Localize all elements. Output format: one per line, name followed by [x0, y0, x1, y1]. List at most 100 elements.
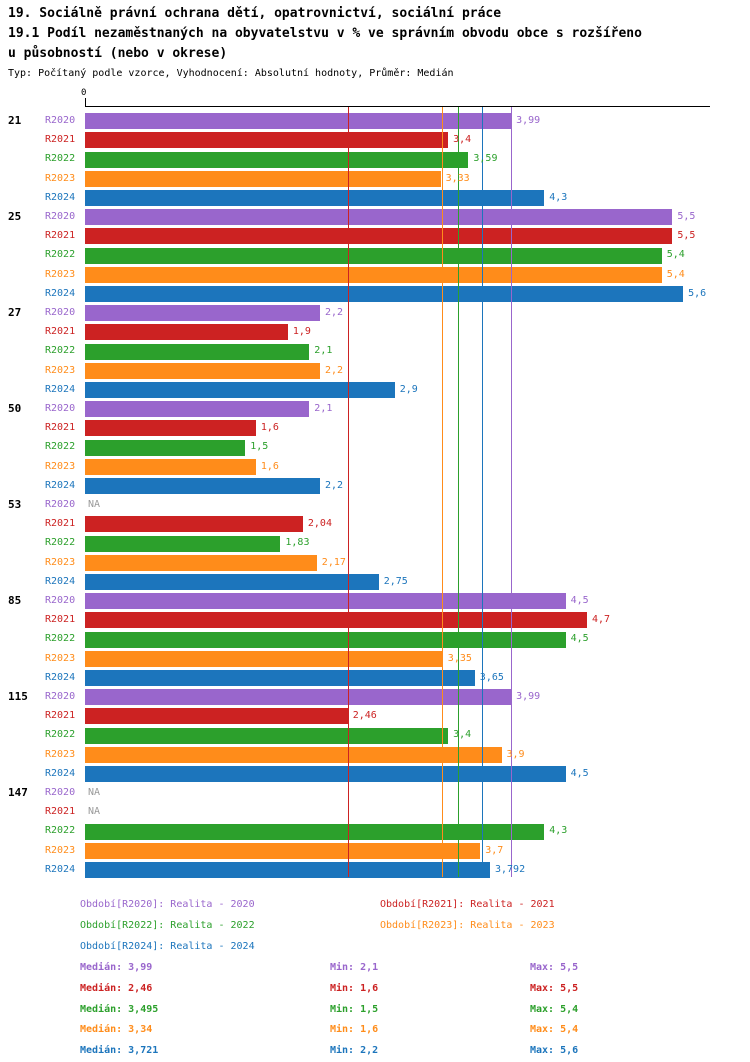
group-label: 27: [8, 306, 22, 319]
bar-value-label: 4,5: [570, 767, 589, 779]
bar-R2022: [85, 151, 469, 168]
series-row-label: R2020: [45, 595, 76, 606]
bar-value-label: 3,65: [479, 671, 504, 683]
series-row-label: R2022: [45, 153, 76, 165]
bar-R2022: [85, 247, 662, 264]
series-row-label: R2020: [45, 115, 76, 126]
series-row-label: R2022: [45, 441, 76, 453]
stat-median-R2023: Medián: 3,34: [80, 1024, 153, 1035]
series-row-label: R2020: [45, 307, 76, 318]
bar-R2021: [85, 132, 449, 149]
series-row-label: R2024: [45, 383, 76, 395]
series-row-label: R2024: [45, 191, 76, 203]
stat-median-R2024: Medián: 3,721: [80, 1045, 159, 1056]
group-label: 50: [8, 402, 22, 415]
page-title: 19. Sociálně právní ochrana dětí, opatro…: [8, 6, 502, 21]
series-row-label: R2024: [45, 287, 76, 299]
bar-value-label: 4,3: [549, 191, 568, 203]
series-row-label: R2020: [45, 499, 76, 510]
chart-subtitle: Typ: Počítaný podle vzorce, Vyhodnocení:…: [8, 68, 454, 79]
bar-R2024: [85, 670, 475, 686]
bar-R2024: [85, 574, 379, 590]
bar-R2020: [85, 401, 310, 418]
stat-min-R2021: Min: 1,6: [330, 983, 379, 994]
series-row-label: R2021: [45, 806, 76, 818]
bar-value-label: 2,2: [325, 307, 344, 318]
series-row-label: R2024: [45, 767, 76, 779]
legend-item-R2024: Období[R2024]: Realita - 2024: [80, 941, 255, 952]
median-line-R2021: [347, 107, 349, 877]
bar-R2022: [85, 727, 449, 744]
legend-item-R2020: Období[R2020]: Realita - 2020: [80, 899, 255, 910]
series-row-label: R2023: [45, 172, 76, 184]
series-row-label: R2023: [45, 844, 76, 856]
stat-min-R2020: Min: 2,1: [330, 962, 379, 973]
bar-R2020: [85, 593, 566, 610]
bar-value-label: 4,5: [570, 595, 589, 606]
bar-value-label: 3,59: [473, 153, 498, 165]
bar-value-label: 2,1: [314, 403, 333, 414]
bar-R2023: [85, 554, 317, 571]
series-row-label: R2022: [45, 345, 76, 357]
series-row-label: R2020: [45, 403, 76, 414]
bar-value-label: 1,6: [260, 460, 279, 472]
bar-value-label: 1,83: [285, 537, 310, 549]
bar-R2020: [85, 305, 320, 322]
bar-value-label: 2,2: [325, 479, 344, 491]
series-row-label: R2023: [45, 652, 76, 664]
bar-value-label: 3,4: [453, 134, 472, 146]
bar-value-label: 3,792: [495, 863, 526, 875]
series-row-label: R2020: [45, 787, 76, 798]
median-line-R2024: [482, 107, 484, 877]
bar-R2023: [85, 266, 662, 283]
series-row-label: R2024: [45, 575, 76, 587]
bar-R2021: [85, 516, 303, 533]
series-row-label: R2020: [45, 211, 76, 222]
bar-value-label: 3,7: [485, 844, 504, 856]
series-row-label: R2024: [45, 671, 76, 683]
bar-value-label: 3,33: [445, 172, 470, 184]
bar-value-label: 4,3: [549, 825, 568, 837]
bar-R2023: [85, 842, 481, 859]
group-label: 53: [8, 498, 22, 511]
bar-R2024: [85, 190, 545, 206]
series-row-label: R2021: [45, 710, 76, 722]
series-row-label: R2023: [45, 748, 76, 760]
bar-R2023: [85, 170, 441, 187]
bar-value-label: 5,6: [688, 287, 707, 299]
bar-value-label: 2,2: [325, 364, 344, 376]
bar-value-label: 4,5: [570, 633, 589, 645]
bar-R2020: [85, 209, 673, 226]
bar-value-label: 4,7: [592, 614, 611, 626]
na-value-label: NA: [88, 787, 101, 798]
indicator-title: 19.1 Podíl nezaměstnaných na obyvatelstv…: [8, 26, 642, 41]
bar-value-label: 3,99: [516, 691, 541, 702]
stat-min-R2023: Min: 1,6: [330, 1024, 379, 1035]
bar-R2020: [85, 689, 512, 706]
bar-value-label: 1,6: [260, 422, 279, 434]
indicator-title-wrap: u působností (nebo v okrese): [8, 46, 228, 61]
bar-R2021: [85, 420, 256, 437]
bar-R2022: [85, 823, 545, 840]
bar-R2020: [85, 113, 512, 130]
bar-value-label: 5,4: [666, 268, 685, 280]
series-row-label: R2021: [45, 614, 76, 626]
series-row-label: R2024: [45, 479, 76, 491]
bar-R2022: [85, 439, 246, 456]
median-line-R2023: [441, 107, 443, 877]
bar-value-label: 3,99: [516, 115, 541, 126]
na-value-label: NA: [88, 499, 101, 510]
series-row-label: R2022: [45, 249, 76, 261]
bar-R2021: [85, 612, 587, 629]
series-row-label: R2022: [45, 633, 76, 645]
median-line-R2022: [458, 107, 460, 877]
bar-R2022: [85, 535, 281, 552]
stat-max-R2020: Max: 5,5: [530, 962, 579, 973]
axis-line: [85, 106, 710, 107]
bar-R2024: [85, 286, 684, 302]
series-row-label: R2022: [45, 729, 76, 741]
series-row-label: R2023: [45, 460, 76, 472]
bar-value-label: 5,4: [666, 249, 685, 261]
series-row-label: R2024: [45, 863, 76, 875]
stat-max-R2021: Max: 5,5: [530, 983, 579, 994]
